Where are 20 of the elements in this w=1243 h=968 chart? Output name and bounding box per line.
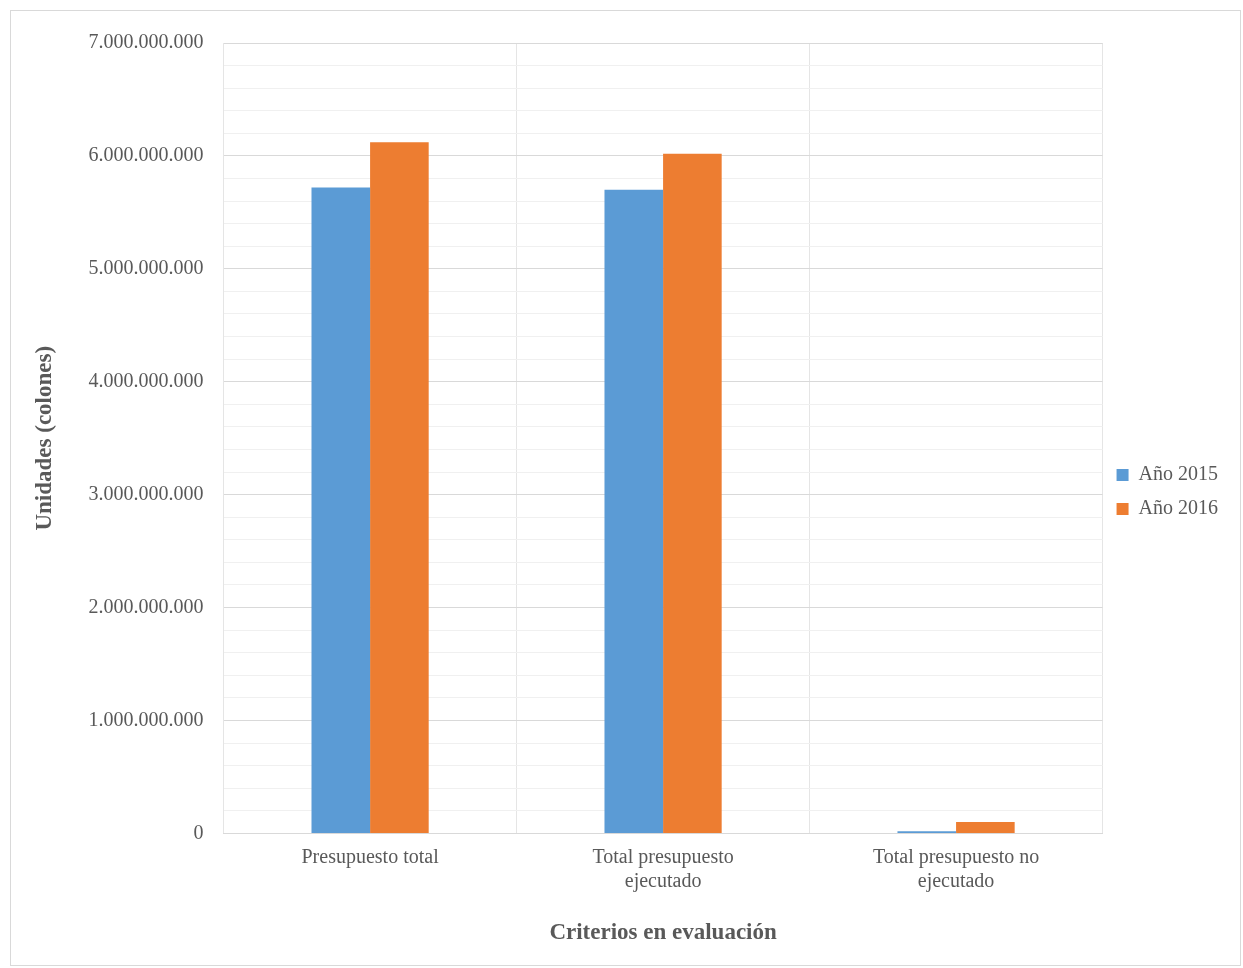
y-tick-label: 5.000.000.000 [88, 256, 204, 279]
y-tick-label: 0 [193, 820, 204, 843]
bar [663, 153, 722, 833]
x-tick-label: Presupuesto total [301, 844, 440, 868]
x-tick-label: Total presupuesto ejecutado [592, 844, 734, 892]
x-axis-title: Criterios en evaluación [549, 919, 777, 945]
x-tick-label: Total presupuesto no ejecutado [872, 844, 1040, 892]
y-axis-title: Unidades (colones) [30, 345, 56, 531]
bar [370, 142, 429, 833]
y-tick-label: 4.000.000.000 [88, 368, 204, 391]
legend-label: Año 2016 [1138, 496, 1219, 519]
bar [604, 189, 664, 833]
bar [956, 822, 1015, 833]
y-tick-label: 1.000.000.000 [88, 707, 204, 730]
y-tick-label: 2.000.000.000 [88, 594, 204, 617]
legend-label: Año 2015 [1138, 462, 1219, 485]
y-tick-label: 3.000.000.000 [88, 481, 204, 504]
y-tick-label: 7.000.000.000 [88, 30, 204, 53]
y-tick-label: 6.000.000.000 [88, 143, 204, 166]
bar [311, 187, 371, 833]
